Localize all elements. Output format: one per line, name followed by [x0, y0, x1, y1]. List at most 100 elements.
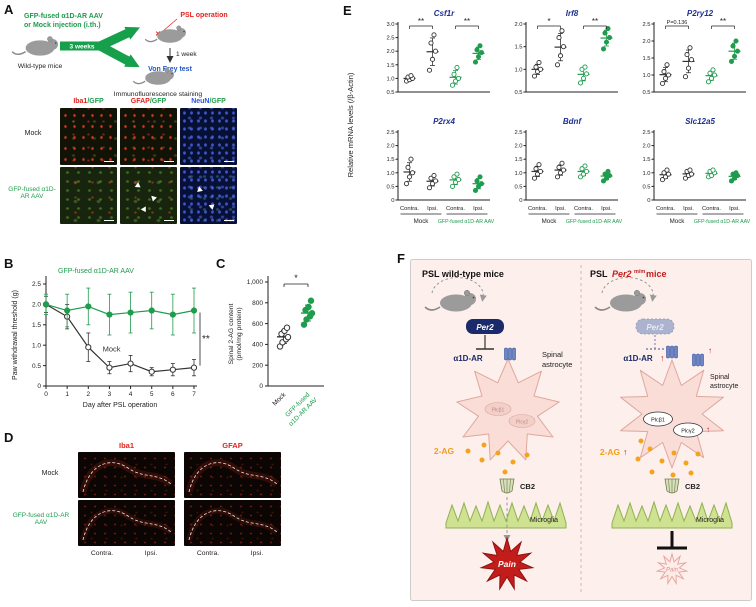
data-point: [534, 171, 541, 177]
plcb1-label: Plcβ1: [651, 418, 665, 424]
mutant-title-gene: Per2: [612, 269, 632, 279]
data-point: [682, 74, 689, 80]
svg-text:2.0: 2.0: [32, 302, 41, 309]
gene-title: P2rx4: [433, 117, 455, 126]
scale-bar: [224, 219, 234, 221]
micro-image-mock-neun: [180, 108, 237, 165]
per2-badge-faded: [635, 318, 675, 335]
data-point: [428, 175, 434, 181]
data-point: [665, 72, 672, 78]
dorsal-horn-outline: [185, 459, 280, 493]
data-point: [659, 80, 666, 87]
data-point: [582, 163, 588, 169]
side-label-ipsi: Ipsi.: [250, 550, 264, 557]
group-0: [403, 156, 416, 187]
data-point: [451, 174, 457, 180]
svg-text:1.0: 1.0: [386, 171, 394, 177]
svg-text:1.0: 1.0: [514, 67, 522, 73]
data-point: [580, 171, 587, 177]
data-point: [451, 71, 457, 77]
data-point: [472, 187, 479, 194]
svg-text:P=0.136: P=0.136: [667, 20, 688, 26]
chart-bdnf: Bdnf 0 0.5 1.0 1.5 2.0 2.5 Contra. Ipsi. Contra. I…: [514, 117, 622, 225]
svg-text:0.5: 0.5: [386, 90, 394, 96]
svg-text:800: 800: [252, 300, 263, 307]
svg-text:Ipsi.: Ipsi.: [473, 206, 484, 212]
svg-text:Day after PSL operation: Day after PSL operation: [83, 402, 158, 409]
group-2: [577, 64, 590, 86]
svg-text:2: 2: [86, 391, 90, 398]
data-point: [452, 179, 459, 185]
group-2: [577, 163, 590, 180]
chart-p2ry12: P2ry12 0.5 1.0 1.5 2.0 2.5 P=0.136 **: [642, 9, 746, 96]
svg-text:2.0: 2.0: [514, 144, 522, 150]
row-label-aav: GFP-fused α1D-AR AAV: [8, 186, 56, 201]
data-point: [308, 310, 316, 317]
svg-text:2.0: 2.0: [386, 144, 394, 150]
panel-f-label: F: [397, 251, 405, 266]
circadian-arc: [601, 277, 657, 302]
group-1: [300, 297, 316, 328]
arrow-to-staining: [97, 42, 140, 68]
panel-b-label: B: [4, 256, 14, 271]
data-point: [580, 75, 587, 81]
data-point: [106, 311, 113, 318]
chart-csf1r: Csf1r 0.5 1.0 1.5 2.0 2.5 3.0 ** **: [386, 9, 490, 96]
svg-text:2.5: 2.5: [642, 22, 650, 28]
spinal-image-aav-iba1: [78, 500, 175, 546]
group-3: [600, 25, 613, 52]
header-gfp: /GFP: [209, 98, 226, 105]
scale-bar: [164, 219, 174, 221]
series-GFP-fused α1D-AR AAV: [42, 287, 198, 336]
micro-header-iba1-gfp: Iba1/GFP: [60, 98, 117, 105]
cb2-receptor-icon: [664, 478, 680, 494]
plcb1-label: Plcβ1: [492, 408, 505, 414]
data-point: [606, 172, 613, 179]
group-2: [705, 67, 718, 85]
svg-text:6: 6: [171, 391, 175, 398]
data-point: [106, 364, 113, 371]
data-point: [429, 56, 436, 62]
svg-text:1.0: 1.0: [642, 73, 650, 79]
dorsal-horn-outline: [80, 507, 173, 541]
data-point: [474, 178, 480, 184]
pain-label: Pain: [498, 559, 516, 569]
data-point: [557, 170, 564, 176]
plcg2-oval: [508, 414, 536, 428]
data-point: [429, 181, 436, 187]
data-point: [408, 156, 414, 162]
per2-badge: [466, 319, 504, 334]
data-point: [577, 174, 584, 180]
data-point: [408, 73, 414, 79]
data-point: [305, 303, 312, 311]
svg-text:0.5: 0.5: [514, 184, 522, 190]
header-neun: NeuN: [191, 98, 210, 105]
data-point: [605, 168, 611, 174]
data-point: [662, 75, 669, 81]
experiment-schematic: GFP-fused α1D-AR AAV or Mock injection (…: [11, 12, 228, 98]
data-point: [711, 72, 718, 78]
group-0: [659, 62, 672, 87]
micro-image-aav-gfap: [120, 167, 177, 224]
data-point: [583, 168, 590, 174]
arrowhead-icon: [134, 182, 143, 190]
svg-text:1.0: 1.0: [32, 342, 41, 349]
data-point: [705, 79, 712, 85]
data-point: [603, 39, 610, 45]
data-point: [556, 35, 562, 41]
svg-text:0.5: 0.5: [386, 184, 394, 190]
data-point: [449, 183, 456, 189]
mouse-icon: [11, 35, 59, 57]
gene-title: Slc12a5: [685, 117, 715, 126]
d-row-label-mock: Mock: [41, 470, 59, 477]
svg-text:0: 0: [37, 383, 41, 390]
scale-bar: [104, 160, 114, 162]
svg-text:Mock: Mock: [103, 344, 121, 353]
2ag-molecules: [635, 438, 701, 478]
data-point: [409, 170, 416, 176]
data-point: [533, 64, 539, 70]
svg-text:**: **: [720, 17, 726, 26]
data-point: [426, 67, 433, 73]
data-point: [478, 181, 485, 187]
svg-text:600: 600: [252, 321, 263, 328]
